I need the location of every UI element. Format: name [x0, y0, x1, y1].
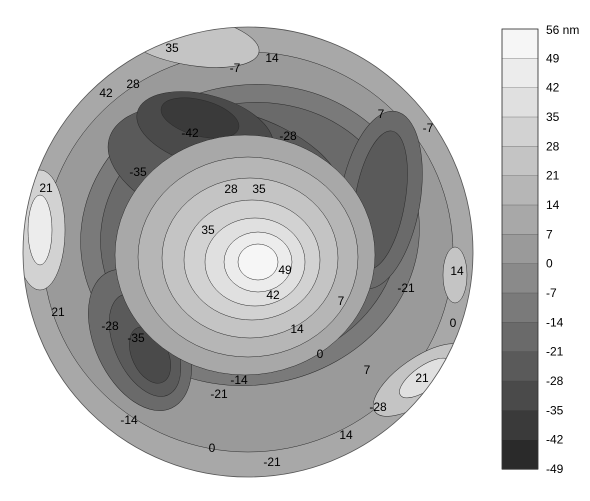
colorbar-cell	[501, 204, 539, 235]
colorbar-cell	[501, 263, 539, 294]
colorbar-tick-label: -42	[546, 433, 564, 447]
contour-label: -21	[263, 455, 281, 469]
colorbar-cell	[501, 58, 539, 89]
contour-label: 21	[39, 181, 53, 195]
contour-label: -21	[210, 387, 228, 401]
contour-label: 35	[252, 182, 266, 196]
contour-label: -7	[423, 121, 434, 135]
contour-label: 14	[339, 428, 353, 442]
contour-label: 35	[165, 41, 179, 55]
contour-label: 0	[450, 316, 457, 330]
colorbar-tick-label: 35	[546, 110, 560, 124]
colorbar-frame	[501, 28, 539, 470]
colorbar-cell	[501, 380, 539, 411]
colorbar-cell	[501, 116, 539, 147]
contour-band	[237, 243, 279, 281]
colorbar-tick-label: -49	[546, 462, 564, 476]
contour-band	[442, 246, 468, 304]
contour-label: 21	[51, 305, 65, 319]
contour-label: 49	[278, 263, 292, 277]
colorbar-tick-label: -28	[546, 374, 564, 388]
colorbar-cell	[501, 28, 539, 59]
contour-label: 0	[317, 347, 324, 361]
contour-band	[27, 194, 53, 266]
contour-label: -28	[101, 319, 119, 333]
contour-label: -42	[181, 126, 199, 140]
colorbar-tick-label: -14	[546, 315, 564, 329]
colorbar-cell	[501, 351, 539, 382]
contour-label: 28	[224, 182, 238, 196]
contour-label: 28	[126, 77, 140, 91]
colorbar-top-label: 56 nm	[546, 23, 579, 37]
colorbar-tick-label: -21	[546, 345, 564, 359]
contour-band	[160, 97, 240, 139]
colorbar: 56 nm 49 42 35 28 21 14 7 0 -7 -14 -21 -28 -35 -42 -49	[501, 23, 579, 476]
contour-label: 21	[415, 371, 429, 385]
colorbar-cell	[501, 410, 539, 441]
contour-label: 42	[266, 288, 280, 302]
colorbar-cell	[501, 439, 539, 470]
contour-label: 7	[338, 294, 345, 308]
colorbar-tick-label: -35	[546, 403, 564, 417]
contour-label: 14	[265, 51, 279, 65]
contour-label: 14	[450, 264, 464, 278]
contour-label: -21	[397, 281, 415, 295]
colorbar-tick-label: -7	[546, 286, 557, 300]
disk-outline	[22, 26, 474, 478]
colorbar-tick-label: 28	[546, 139, 560, 153]
colorbar-cell	[501, 146, 539, 177]
contour-label: -14	[230, 373, 248, 387]
contour-labels: 35 14 -7 28 42 7 -7 -42 -28 -35 21 28 35 35 49 42 14 21 -2…	[39, 41, 464, 469]
contour-label: 7	[378, 107, 385, 121]
colorbar-cell	[501, 87, 539, 118]
colorbar-cell	[501, 292, 539, 323]
colorbar-cell	[501, 234, 539, 265]
colorbar-cell	[501, 175, 539, 206]
colorbar-tick-label: 0	[546, 257, 553, 271]
contour-label: -35	[129, 165, 147, 179]
contour-label: 7	[364, 363, 371, 377]
contour-label: -28	[279, 129, 297, 143]
contour-label: -35	[127, 331, 145, 345]
colorbar-tick-label: 14	[546, 198, 560, 212]
colorbar-tick-label: 42	[546, 81, 560, 95]
colorbar-cell	[501, 322, 539, 353]
contour-label: 0	[209, 441, 216, 455]
contour-label: 35	[201, 223, 215, 237]
contour-label: -28	[369, 400, 387, 414]
colorbar-tick-label: 21	[546, 169, 560, 183]
colorbar-tick-label: 7	[546, 227, 553, 241]
contour-label: -7	[230, 61, 241, 75]
contour-label: 14	[290, 322, 304, 336]
contour-label: 42	[99, 86, 113, 100]
colorbar-tick-label: 49	[546, 51, 560, 65]
contour-label: -14	[120, 413, 138, 427]
